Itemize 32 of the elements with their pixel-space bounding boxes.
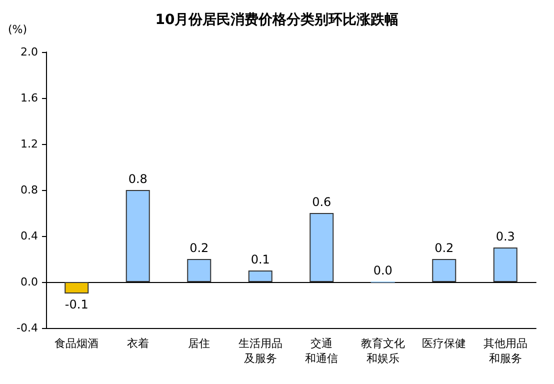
data-label: 0.3	[496, 230, 515, 244]
y-axis-title: (%)	[8, 23, 28, 36]
data-label: 0.1	[250, 252, 270, 266]
data-label: 0.0	[373, 264, 392, 278]
y-tick-label: 0.4	[20, 230, 38, 242]
x-tick-label: 食品烟酒	[54, 337, 99, 350]
y-tick-label: 1.2	[20, 138, 38, 150]
bar	[432, 259, 456, 282]
bar	[187, 259, 212, 282]
data-label: -0.1	[64, 298, 88, 312]
y-tick-label: 0.8	[20, 184, 38, 196]
bar	[310, 213, 334, 282]
y-tick-label: 1.6	[20, 92, 38, 104]
y-tick-label: 2.0	[20, 46, 38, 58]
y-tick-label: -0.4	[16, 322, 38, 334]
x-tick-label: 生活用品及服务	[238, 337, 282, 365]
chart-title: 10月份居民消费价格分类别环比涨跌幅	[155, 12, 399, 28]
x-tick-label: 衣着	[126, 337, 149, 350]
x-tick-label: 居住	[188, 337, 210, 350]
x-tick-label: 医疗保健	[422, 337, 466, 350]
data-label: 0.8	[128, 172, 148, 186]
y-tick-label: 0.0	[20, 276, 38, 288]
x-tick-label: 交通和通信	[305, 337, 338, 365]
bar	[64, 282, 89, 294]
data-label: 0.2	[434, 241, 454, 255]
x-tick-label: 教育文化和娱乐	[360, 337, 405, 365]
data-label: 0.2	[190, 241, 209, 255]
data-label: 0.6	[312, 195, 332, 209]
bar	[126, 190, 150, 282]
bar	[248, 270, 272, 282]
bar	[493, 248, 518, 282]
x-tick-label: 其他用品和服务	[483, 337, 528, 365]
